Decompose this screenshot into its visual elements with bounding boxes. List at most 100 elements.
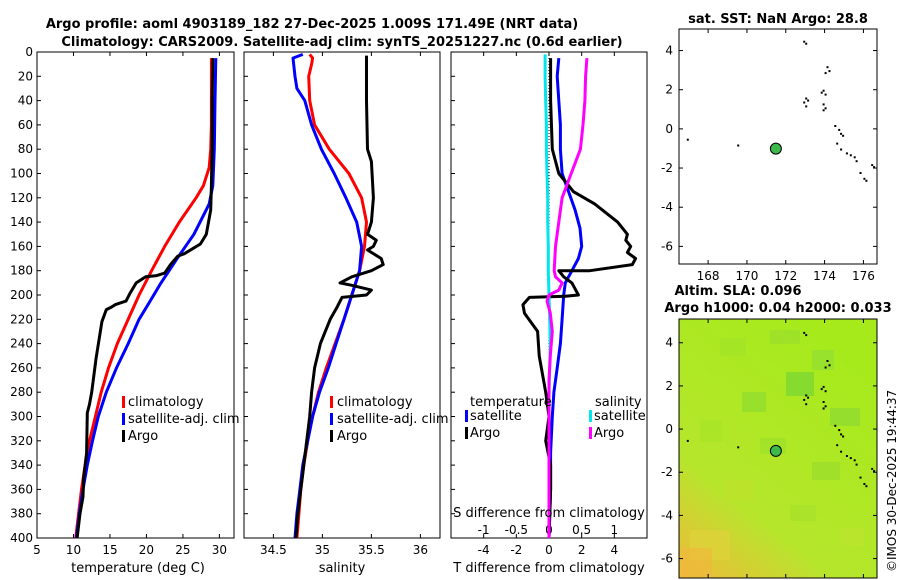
salinity-legend: climatology satellite-adj. clim Argo [330, 395, 449, 444]
island [828, 364, 831, 367]
legend-swatch-satellite [330, 413, 333, 425]
sla-cell [830, 408, 860, 426]
legend-label-satellite: satellite-adj. clim [128, 412, 240, 427]
y-tick-label: 80 [18, 142, 33, 156]
x-tick-label: 4 [611, 543, 619, 557]
island [822, 407, 825, 410]
legend-label-t-satellite: satellite [470, 409, 522, 424]
legend-swatch-argo [330, 430, 333, 442]
map-y-tick-label: -4 [661, 508, 673, 522]
island [842, 435, 845, 438]
island [686, 439, 689, 442]
legend-title-salinity: salinity [595, 395, 642, 410]
figure-title-line2: Climatology: CARS2009. Satellite-adj cli… [61, 35, 622, 50]
x-tick-label-top: -0.5 [505, 523, 528, 537]
x-tick-label-top: 0.5 [572, 523, 591, 537]
x-tick-label: -4 [478, 543, 490, 557]
difference-legend: temperature salinity satellite Argo sate… [465, 395, 646, 441]
island [859, 476, 862, 479]
island [737, 446, 740, 449]
sla-cell [770, 330, 800, 344]
x-tick-label: -2 [510, 543, 522, 557]
y-tick-label: 140 [10, 215, 33, 229]
island [838, 429, 841, 432]
island [737, 144, 740, 147]
y-tick-label: 280 [10, 385, 33, 399]
island [871, 467, 874, 470]
island [845, 455, 848, 457]
island [834, 424, 837, 427]
x-tick-label: 34.5 [260, 543, 287, 557]
island [873, 470, 876, 473]
map-x-tick-label: 174 [813, 269, 836, 283]
island [820, 388, 823, 391]
legend-swatch-climatology [330, 396, 333, 408]
y-tick-label: 60 [18, 118, 33, 132]
map-y-tick-label: 2 [665, 379, 673, 393]
island [824, 93, 827, 96]
difference-xlabel-S: S difference from climatology [453, 506, 645, 521]
island [836, 142, 839, 145]
difference-panel: -4 -2 0 2 4-1 -0.5 0 0.5 1 T difference from cli… [450, 51, 648, 576]
map-x-tick-label: 168 [697, 269, 720, 283]
legend-label-climatology: climatology [337, 395, 413, 410]
sla-map-panel: Altim. SLA: 0.096 Argo h1000: 0.04 h2000… [661, 284, 892, 579]
map-x-tick-label: 170 [735, 269, 758, 283]
island [824, 405, 827, 408]
sla-cell [700, 420, 722, 442]
map-x-tick-label: 172 [774, 269, 797, 283]
map-y-tick-label: 2 [665, 83, 673, 97]
sla-cell [840, 528, 864, 546]
island [686, 138, 689, 141]
island [873, 166, 876, 169]
x-tick-label: 10 [66, 543, 81, 557]
island [838, 128, 841, 131]
map-x-tick-label: 176 [852, 269, 875, 283]
map-y-tick-label: 4 [665, 336, 673, 350]
legend-label-t-argo: Argo [470, 426, 500, 441]
series-line-t-satellite [547, 57, 584, 539]
island [853, 156, 856, 159]
island [824, 107, 827, 110]
map-y-tick-label: 0 [665, 122, 673, 136]
island [803, 40, 806, 43]
argo-float-marker [769, 444, 782, 457]
island [840, 450, 843, 453]
x-tick-label: 2 [578, 543, 586, 557]
legend-label-argo: Argo [128, 429, 158, 444]
series-line-s-argo [545, 57, 589, 538]
salinity-panel: 34.5 35 35.5 36 salinity climatology satell… [243, 51, 449, 576]
island [807, 396, 810, 399]
legend-swatch-s-argo [589, 427, 592, 439]
temperature-legend: climatology satellite-adj. clim Argo [122, 395, 240, 444]
y-tick-label: 320 [10, 434, 33, 448]
y-tick-label: 180 [10, 264, 33, 278]
island [805, 394, 808, 397]
island [805, 97, 808, 100]
island [849, 457, 852, 460]
island [865, 485, 868, 488]
y-tick-label: 260 [10, 361, 33, 375]
island [863, 483, 866, 485]
island [824, 72, 827, 75]
x-tick-label: 36 [413, 543, 428, 557]
x-tick-label-top: -1 [478, 523, 490, 537]
legend-swatch-t-satellite [465, 410, 468, 422]
legend-label-satellite: satellite-adj. clim [337, 412, 449, 427]
temperature-xlabel: temperature (deg C) [71, 561, 205, 576]
island [803, 101, 806, 104]
island [803, 398, 806, 401]
y-tick-label: 340 [10, 458, 33, 472]
y-tick-label: 20 [18, 69, 33, 83]
island [822, 103, 825, 106]
map-y-tick-label: -2 [661, 465, 673, 479]
y-tick-label: 220 [10, 312, 33, 326]
y-tick-label: 360 [10, 482, 33, 496]
sla-cell [812, 350, 834, 370]
salinity-xlabel: salinity [319, 561, 366, 576]
temperature-axes-frame [36, 51, 235, 539]
island [853, 459, 856, 462]
legend-label-s-argo: Argo [594, 426, 624, 441]
x-tick-label-top: 1 [611, 523, 619, 537]
y-tick-label: 100 [10, 167, 33, 181]
